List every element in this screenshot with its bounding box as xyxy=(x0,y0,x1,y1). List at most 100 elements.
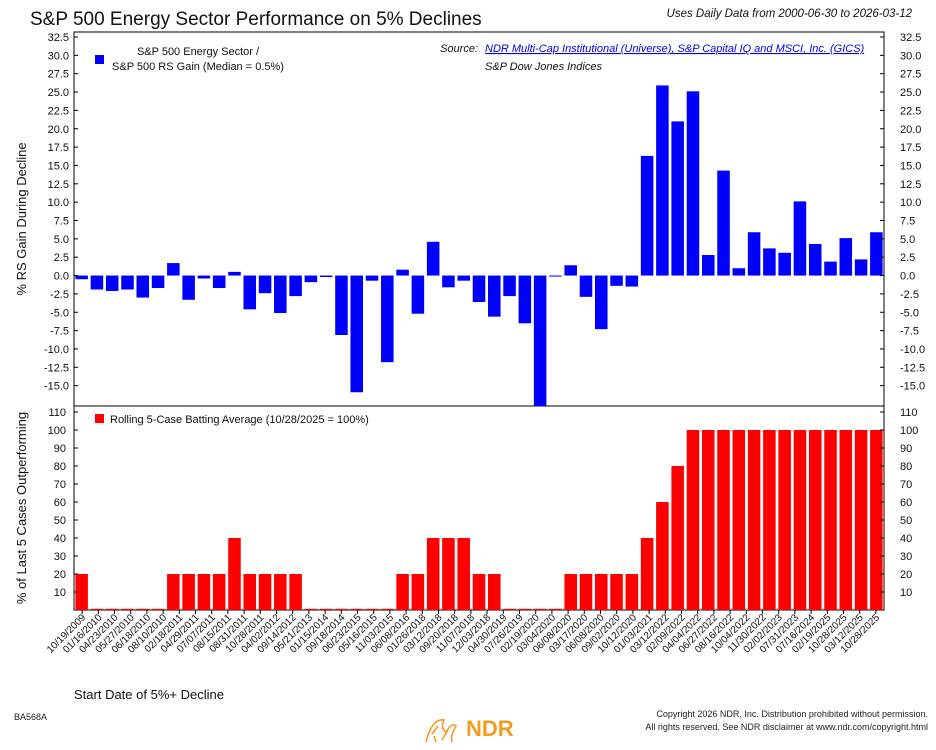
top-bar xyxy=(564,265,577,276)
top-y-tick-label-left: -5.0 xyxy=(50,307,69,319)
bottom-bar xyxy=(503,608,516,610)
top-y-tick-label-left: 7.5 xyxy=(54,216,69,228)
top-y-tick-label-left: -7.5 xyxy=(50,326,69,338)
bottom-bar xyxy=(763,430,776,610)
bottom-bar xyxy=(335,608,348,610)
bottom-bar xyxy=(426,538,440,610)
top-bar xyxy=(121,275,134,290)
legend-bottom: Rolling 5-Case Batting Average (10/28/20… xyxy=(110,414,369,426)
top-bar xyxy=(656,85,669,276)
bottom-bar xyxy=(442,538,455,610)
top-y-tick-label-right: 10.0 xyxy=(900,197,921,209)
bottom-y-tick-label-right: 100 xyxy=(900,425,918,437)
bottom-bar xyxy=(564,574,577,610)
top-bar xyxy=(763,248,776,276)
bottom-y-tick-label-right: 40 xyxy=(900,533,912,545)
top-y-tick-label-right: 22.5 xyxy=(900,105,921,117)
top-bar xyxy=(411,275,425,314)
top-y-tick-label-left: -15.0 xyxy=(44,381,69,393)
top-bar xyxy=(472,275,486,302)
bottom-bar xyxy=(365,608,379,610)
bottom-bar xyxy=(808,430,822,610)
chart-title: S&P 500 Energy Sector Performance on 5% … xyxy=(30,9,482,30)
source-link[interactable]: NDR Multi-Cap Institutional (Universe), … xyxy=(485,43,865,55)
top-bar xyxy=(426,241,440,276)
top-bar xyxy=(381,275,394,363)
bottom-bar xyxy=(701,430,715,610)
top-y-tick-label-right: 25.0 xyxy=(900,87,921,99)
top-bar xyxy=(640,155,654,276)
bottom-bar xyxy=(274,574,287,610)
top-y-tick-label-right: -7.5 xyxy=(900,326,919,338)
bottom-bar xyxy=(594,574,608,610)
bottom-bar xyxy=(396,574,409,610)
bottom-bar xyxy=(472,574,486,610)
top-y-tick-label-left: -12.5 xyxy=(44,362,69,374)
top-panel-frame xyxy=(73,31,885,407)
top-bar xyxy=(610,275,623,286)
bottom-bar xyxy=(686,430,700,610)
top-y-label: % RS Gain During Decline xyxy=(14,142,29,295)
bottom-bar xyxy=(656,502,669,610)
bottom-bar xyxy=(870,430,883,610)
top-bar xyxy=(442,275,455,288)
bottom-bar xyxy=(839,430,853,610)
bottom-bar xyxy=(381,608,394,610)
legend-swatch-bottom xyxy=(95,414,104,423)
bottom-bar xyxy=(304,608,318,610)
top-bar xyxy=(778,252,791,276)
chart-code: BA568A xyxy=(14,712,48,722)
top-bar xyxy=(182,275,195,300)
top-bar xyxy=(197,275,211,279)
bottom-y-tick-label-left: 30 xyxy=(54,551,66,563)
top-bar xyxy=(824,261,837,276)
top-bar xyxy=(258,275,272,294)
top-y-tick-label-left: 30.0 xyxy=(48,50,69,62)
ndr-logo-icon xyxy=(425,719,458,743)
top-y-tick-label-right: 17.5 xyxy=(900,142,921,154)
bottom-bar xyxy=(75,574,88,610)
legend-top-line2: S&P 500 RS Gain (Median = 0.5%) xyxy=(112,61,284,73)
top-y-tick-label-left: -10.0 xyxy=(44,344,69,356)
bottom-bar xyxy=(549,608,562,610)
top-bar xyxy=(151,275,165,289)
top-bar xyxy=(625,275,639,287)
top-y-tick-label-right: 5.0 xyxy=(900,234,915,246)
top-y-tick-label-right: 2.5 xyxy=(900,252,915,264)
top-bar xyxy=(105,275,119,291)
top-y-tick-label-right: 27.5 xyxy=(900,69,921,81)
top-bar xyxy=(732,268,746,276)
top-bar xyxy=(136,275,150,298)
top-bar xyxy=(90,275,104,290)
top-bar xyxy=(365,275,379,281)
top-y-tick-label-right: 0.0 xyxy=(900,271,915,283)
top-bar xyxy=(808,243,822,276)
top-y-tick-label-left: 15.0 xyxy=(48,160,69,172)
bottom-bar xyxy=(488,574,501,610)
bottom-y-tick-label-left: 10 xyxy=(54,587,66,599)
bottom-bar xyxy=(151,608,165,610)
top-y-tick-label-right: -5.0 xyxy=(900,307,919,319)
bottom-bar xyxy=(625,574,639,610)
top-bar xyxy=(549,275,562,277)
top-y-tick-label-right: 30.0 xyxy=(900,50,921,62)
top-bar xyxy=(747,232,761,276)
top-bar xyxy=(243,275,257,310)
bottom-bar xyxy=(793,430,807,610)
top-bar xyxy=(793,201,807,276)
top-bar xyxy=(304,275,318,283)
bottom-bar xyxy=(533,608,547,610)
top-bar xyxy=(717,170,730,276)
bottom-bar xyxy=(610,574,623,610)
top-bar xyxy=(167,263,180,276)
top-y-tick-label-left: 25.0 xyxy=(48,87,69,99)
top-bar xyxy=(212,275,226,289)
top-bar xyxy=(671,121,684,276)
bottom-bar xyxy=(319,608,333,610)
copyright: Copyright 2026 NDR, Inc. Distribution pr… xyxy=(645,708,928,734)
bottom-y-tick-label-left: 80 xyxy=(54,461,66,473)
bottom-y-tick-label-left: 40 xyxy=(54,533,66,545)
bottom-bar xyxy=(121,608,134,610)
x-axis-label: Start Date of 5%+ Decline xyxy=(74,687,224,702)
bottom-y-tick-label-left: 70 xyxy=(54,479,66,491)
